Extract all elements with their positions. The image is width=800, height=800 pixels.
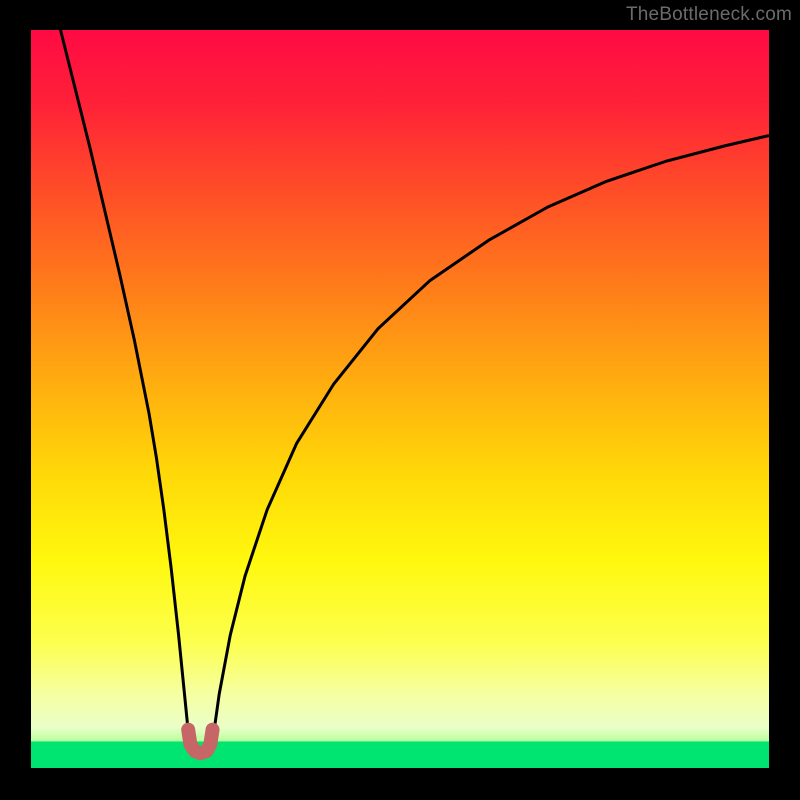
optimal-band bbox=[31, 741, 769, 768]
chart-container: TheBottleneck.com bbox=[0, 0, 800, 800]
watermark-text: TheBottleneck.com bbox=[626, 4, 792, 26]
plot-background bbox=[31, 30, 769, 768]
bottleneck-chart bbox=[0, 0, 800, 800]
